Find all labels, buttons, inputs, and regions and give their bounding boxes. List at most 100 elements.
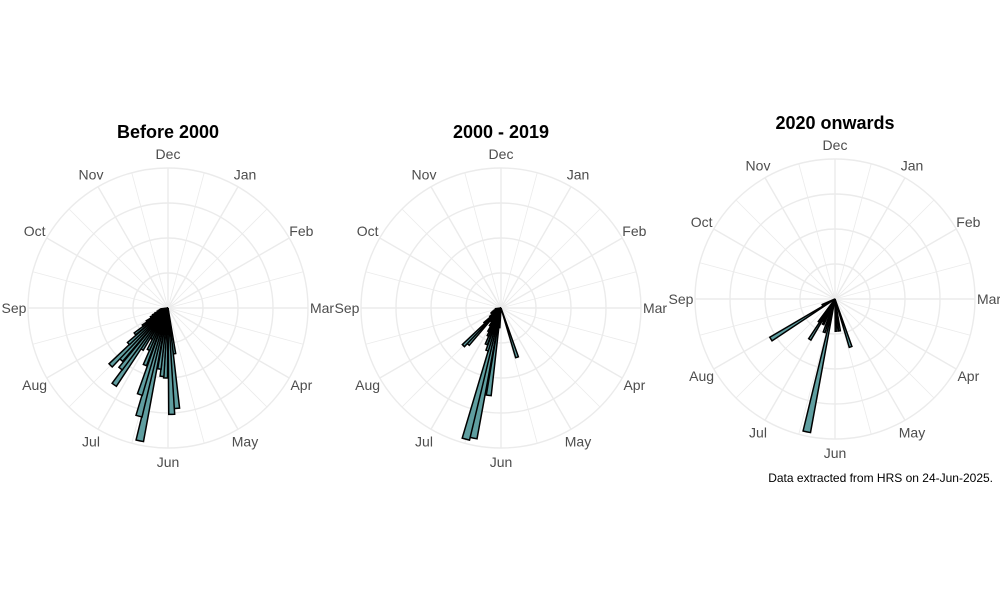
grid-spoke xyxy=(735,199,836,300)
panel-title: Before 2000 xyxy=(117,122,219,142)
month-label-may: May xyxy=(232,433,258,449)
grid-spoke xyxy=(834,163,872,300)
grid-spoke xyxy=(699,298,836,336)
polar-bar xyxy=(834,298,853,349)
polar-bar xyxy=(500,307,520,359)
grid-spoke xyxy=(834,298,935,399)
grid-spoke xyxy=(430,186,502,309)
grid-spoke xyxy=(834,177,906,300)
grid-spoke xyxy=(500,237,623,309)
data-source-caption: Data extracted from HRS on 24-Jun-2025. xyxy=(768,471,993,485)
month-label-jan: Jan xyxy=(567,167,590,183)
month-label-nov: Nov xyxy=(746,158,771,174)
grid-spoke xyxy=(500,208,601,309)
grid-spoke xyxy=(500,307,601,408)
grid-spoke xyxy=(699,262,836,300)
polar-bar xyxy=(802,298,836,434)
grid-spoke xyxy=(46,237,169,309)
month-label-jun: Jun xyxy=(824,445,847,461)
month-label-jan: Jan xyxy=(901,158,924,174)
month-label-dec: Dec xyxy=(156,146,181,162)
grid-spoke xyxy=(97,186,169,309)
month-label-oct: Oct xyxy=(691,214,713,230)
grid-spoke xyxy=(379,237,502,309)
month-label-may: May xyxy=(565,433,591,449)
grid-spoke xyxy=(167,307,205,444)
grid-spoke xyxy=(500,307,637,345)
grid-spoke xyxy=(500,172,538,309)
panel-title: 2000 - 2019 xyxy=(453,122,549,142)
grid-spoke xyxy=(365,271,502,309)
panel-before-2000: Jan Feb Mar Apr May Jun Jul Aug Sep Oct Nov Dec Befo… xyxy=(2,122,335,470)
grid-spoke xyxy=(834,262,971,300)
grid-spoke xyxy=(167,237,290,309)
polar-bar xyxy=(768,298,836,342)
month-label-feb: Feb xyxy=(289,223,313,239)
month-label-sep: Sep xyxy=(2,300,27,316)
polar-bar xyxy=(167,307,176,416)
month-label-mar: Mar xyxy=(977,291,1000,307)
grid-spoke xyxy=(379,307,502,379)
month-label-jul: Jul xyxy=(82,433,100,449)
polar-bar xyxy=(817,298,836,324)
month-label-feb: Feb xyxy=(622,223,646,239)
month-label-oct: Oct xyxy=(24,223,46,239)
grid-spoke xyxy=(500,307,572,430)
grid-spoke xyxy=(834,298,957,370)
grid-spoke xyxy=(32,271,169,309)
month-label-jul: Jul xyxy=(415,433,433,449)
month-label-sep: Sep xyxy=(669,291,694,307)
grid-spoke xyxy=(167,307,268,408)
grid-spoke xyxy=(167,307,239,430)
grid-spoke xyxy=(735,298,836,399)
panel-2020-onwards: Jan Feb Mar Apr May Jun Jul Aug Sep Oct Nov Dec 2020… xyxy=(669,113,1000,461)
grid-spoke xyxy=(464,172,502,309)
month-label-sep: Sep xyxy=(335,300,360,316)
grid-spoke xyxy=(834,298,906,421)
grid-spoke xyxy=(401,208,502,309)
month-label-aug: Aug xyxy=(689,368,714,384)
month-label-nov: Nov xyxy=(79,167,104,183)
month-label-apr: Apr xyxy=(290,377,312,393)
grid-spoke xyxy=(764,177,836,300)
panel-title: 2020 onwards xyxy=(775,113,894,133)
month-label-apr: Apr xyxy=(957,368,979,384)
grid-spoke xyxy=(798,163,836,300)
month-label-apr: Apr xyxy=(623,377,645,393)
polar-bar xyxy=(821,298,836,307)
grid-spoke xyxy=(68,208,169,309)
month-label-mar: Mar xyxy=(643,300,667,316)
grid-spoke xyxy=(834,298,971,336)
month-label-jul: Jul xyxy=(749,424,767,440)
polar-bar xyxy=(834,298,842,332)
month-label-dec: Dec xyxy=(823,137,848,153)
grid-spoke xyxy=(167,307,290,379)
month-label-aug: Aug xyxy=(355,377,380,393)
grid-spoke xyxy=(500,186,572,309)
month-label-mar: Mar xyxy=(310,300,334,316)
month-label-aug: Aug xyxy=(22,377,47,393)
grid-spoke xyxy=(32,307,169,345)
grid-spoke xyxy=(834,228,957,300)
grid-spoke xyxy=(365,307,502,345)
grid-spoke xyxy=(167,208,268,309)
month-label-jun: Jun xyxy=(490,454,513,470)
polar-bar xyxy=(834,298,838,332)
month-label-may: May xyxy=(899,424,925,440)
polar-bar xyxy=(494,307,502,310)
month-label-jan: Jan xyxy=(234,167,257,183)
grid-spoke xyxy=(500,271,637,309)
panel-2000-2019: Jan Feb Mar Apr May Jun Jul Aug Sep Oct Nov Dec 2000… xyxy=(335,122,668,470)
polar-bar xyxy=(160,307,169,311)
grid-spoke xyxy=(167,271,304,309)
month-label-oct: Oct xyxy=(357,223,379,239)
grid-spoke xyxy=(834,199,935,300)
grid-spoke xyxy=(167,172,205,309)
month-label-feb: Feb xyxy=(956,214,980,230)
month-label-nov: Nov xyxy=(412,167,437,183)
month-label-dec: Dec xyxy=(489,146,514,162)
month-label-jun: Jun xyxy=(157,454,180,470)
grid-spoke xyxy=(167,186,239,309)
grid-spoke xyxy=(500,307,623,379)
